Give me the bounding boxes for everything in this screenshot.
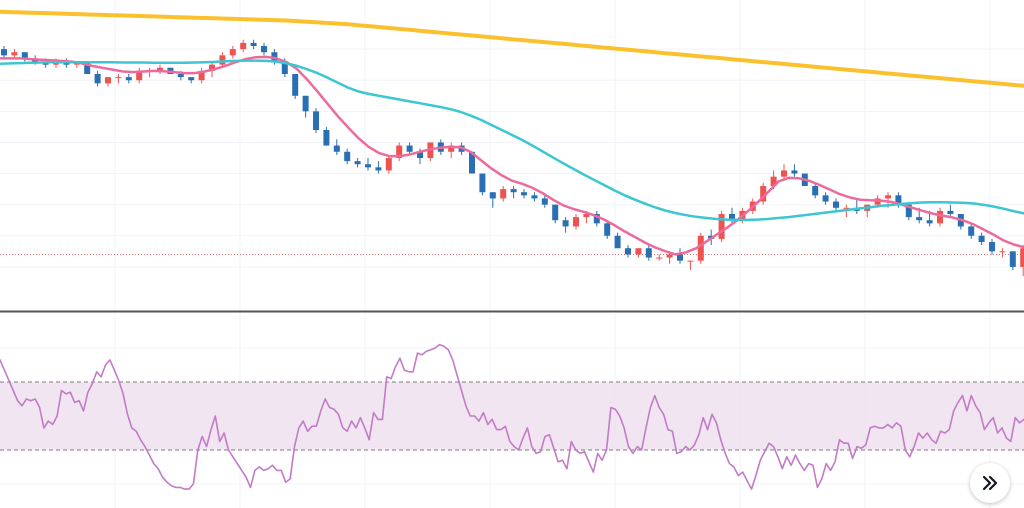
candle-62: [645, 245, 652, 261]
candle-11: [115, 74, 122, 84]
candle-59: [614, 232, 621, 249]
candle-30: [313, 108, 319, 134]
price-pane-background: [0, 0, 1024, 313]
price-chart[interactable]: [0, 0, 1024, 313]
candle-28: [292, 74, 299, 99]
candle-60: [625, 245, 631, 258]
candle-39: [406, 142, 413, 155]
ma-line-ma_slow: [0, 9, 1024, 88]
candle-45: [469, 151, 475, 174]
candle-22: [229, 46, 236, 59]
candle-91: [947, 204, 954, 218]
candle-13: [136, 67, 143, 84]
candle-51: [531, 192, 538, 202]
candle-23: [240, 39, 247, 53]
candle-34: [354, 158, 361, 168]
candle-79: [822, 192, 829, 205]
rsi-line: [0, 343, 1024, 490]
candle-65: [677, 248, 683, 264]
candle-98: [1020, 245, 1024, 277]
candle-32: [333, 139, 340, 155]
candle-57: [593, 210, 600, 227]
candle-75: [781, 164, 787, 180]
candle-19: [198, 67, 205, 84]
candle-67: [697, 232, 704, 264]
candle-61: [635, 248, 642, 258]
candle-38: [396, 142, 403, 162]
candle-31: [323, 126, 330, 146]
candle-29: [302, 95, 309, 118]
candle-35: [365, 158, 371, 171]
candle-73: [760, 182, 767, 205]
candle-94: [978, 232, 985, 246]
scroll-to-latest-button[interactable]: [970, 463, 1010, 503]
candle-54: [562, 217, 569, 233]
candle-93: [968, 223, 975, 239]
candle-66: [687, 260, 694, 270]
candle-50: [521, 189, 527, 199]
candle-55: [573, 214, 579, 230]
candle-95: [989, 238, 995, 255]
candle-52: [541, 195, 548, 208]
chevron-double-right-icon: [982, 475, 998, 491]
rsi-chart[interactable]: [0, 313, 1024, 508]
ma-line-ma_mid: [0, 59, 1024, 222]
candle-69: [718, 210, 725, 242]
candle-21: [219, 52, 226, 68]
candle-48: [500, 186, 507, 202]
candle-47: [489, 192, 496, 208]
candle-0: [1, 46, 7, 59]
candle-18: [188, 77, 195, 84]
candle-63: [656, 254, 663, 261]
ma-line-ma_fast: [0, 55, 1024, 256]
candle-46: [479, 173, 486, 196]
candle-96: [999, 248, 1006, 258]
candle-90: [937, 207, 943, 227]
candle-80: [833, 198, 839, 211]
candle-1: [11, 49, 18, 59]
candle-2: [21, 52, 28, 62]
candle-24: [250, 39, 257, 50]
candle-33: [344, 148, 351, 165]
candle-37: [385, 154, 392, 174]
candle-36: [375, 161, 382, 174]
candle-25: [261, 42, 267, 56]
rsi-band: [0, 382, 1024, 450]
candle-58: [604, 220, 611, 239]
candle-43: [448, 142, 455, 158]
candle-49: [510, 186, 517, 199]
candle-10: [105, 77, 111, 87]
candle-15: [157, 64, 163, 74]
candle-97: [1009, 251, 1016, 270]
candle-53: [552, 204, 559, 224]
candle-76: [791, 164, 798, 177]
candle-12: [125, 74, 132, 84]
candle-78: [812, 182, 819, 199]
candle-9: [94, 70, 101, 87]
